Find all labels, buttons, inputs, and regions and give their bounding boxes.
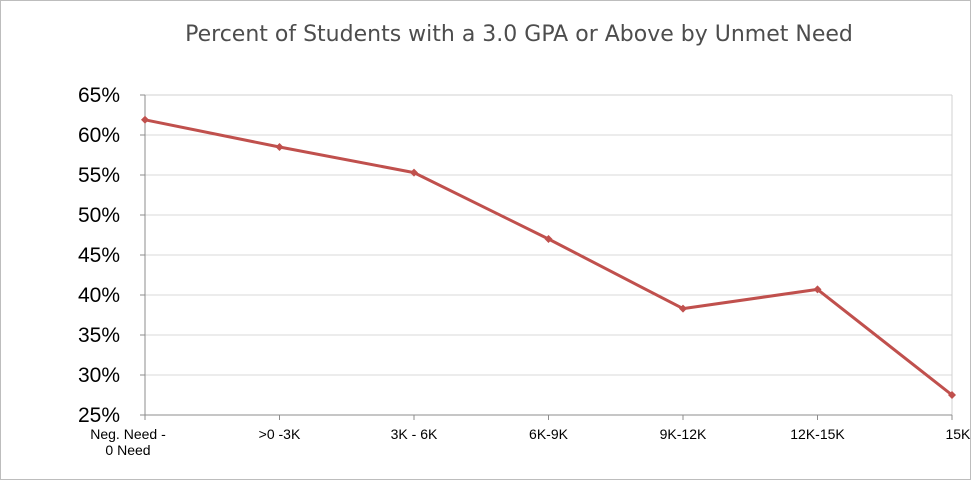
x-tick-label-line: Neg. Need - — [90, 426, 166, 442]
x-tick-label-line: 6K-9K — [529, 426, 569, 442]
x-tick-label: 6K-9K — [529, 426, 569, 442]
x-tick-label-line: 3K - 6K — [391, 426, 438, 442]
x-tick-label: 15K+ — [945, 426, 971, 442]
y-tick-label: 65% — [78, 84, 120, 107]
x-tick-label: Neg. Need -0 Need — [90, 426, 166, 458]
x-tick-label-line: 0 Need — [105, 442, 150, 458]
x-tick-label-line: >0 -3K — [259, 426, 301, 442]
y-axis-ticks: 25% 30% 35% 40% 45% 50% 55% 60% 65% — [78, 84, 145, 427]
y-tick-label: 35% — [78, 324, 120, 347]
x-tick-label: 12K-15K — [790, 426, 845, 442]
x-tick-label: 9K-12K — [660, 426, 707, 442]
chart-title: Percent of Students with a 3.0 GPA or Ab… — [185, 22, 853, 47]
data-point — [948, 391, 956, 399]
series-line — [144, 118, 953, 397]
gridlines — [145, 134, 952, 376]
y-tick-label: 45% — [78, 244, 120, 267]
x-axis-ticks: Neg. Need -0 Need >0 -3K 3K - 6K 6K-9K 9K-12… — [90, 415, 971, 458]
y-tick-label: 25% — [78, 404, 120, 427]
y-tick-label: 50% — [78, 204, 120, 227]
data-point — [275, 143, 284, 151]
x-tick-label: 3K - 6K — [391, 426, 438, 442]
y-tick-label: 55% — [78, 164, 120, 187]
x-tick-label: >0 -3K — [259, 426, 301, 442]
x-tick-label-line: 15K+ — [945, 426, 971, 442]
series-group — [141, 115, 956, 399]
x-tick-label-line: 9K-12K — [660, 426, 707, 442]
y-tick-label: 30% — [78, 364, 120, 387]
y-tick-label: 60% — [78, 124, 120, 147]
data-point — [410, 168, 418, 177]
y-tick-label: 40% — [78, 284, 120, 307]
data-point — [813, 285, 822, 294]
x-tick-label-line: 12K-15K — [790, 426, 845, 442]
data-point — [679, 304, 687, 313]
data-point — [544, 235, 553, 243]
data-point — [141, 115, 149, 124]
